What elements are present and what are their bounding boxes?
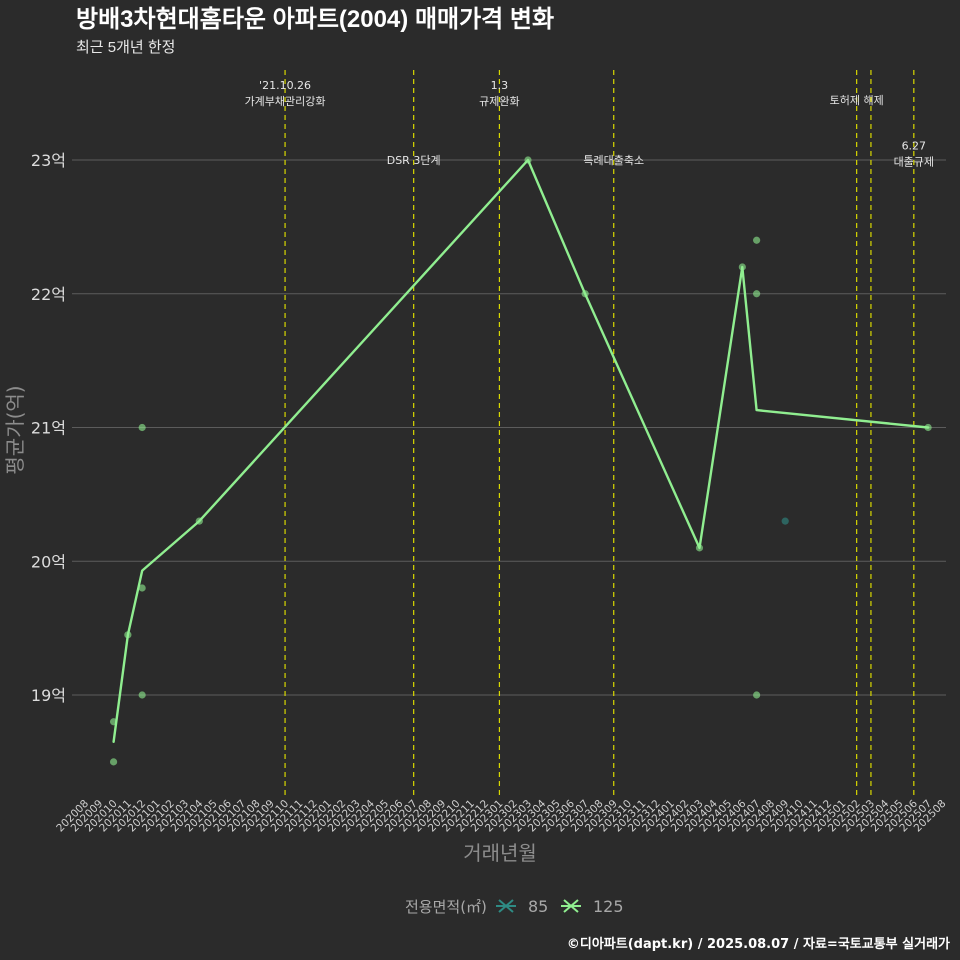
y-axis-title: 평균가(억) bbox=[3, 385, 27, 474]
series-line-125 bbox=[112, 158, 930, 743]
legend-label-125: 125 bbox=[593, 897, 624, 916]
legend-key-85 bbox=[498, 899, 514, 913]
event-label: 6.27 bbox=[902, 139, 927, 152]
data-point-125 bbox=[753, 236, 761, 244]
chart-caption: ©디아파트(dapt.kr) / 2025.08.07 / 자료=국토교통부 실… bbox=[567, 936, 950, 952]
legend-key-125 bbox=[563, 899, 579, 913]
data-point-125 bbox=[138, 423, 146, 432]
legend-title: 전용면적(㎡) bbox=[405, 898, 487, 916]
data-point-85 bbox=[781, 517, 789, 525]
event-label: 토허제 해제 bbox=[830, 93, 884, 107]
data-point-125 bbox=[109, 758, 118, 766]
data-point-125 bbox=[138, 691, 146, 699]
legend-layer: 85 125 bbox=[496, 897, 624, 916]
y-tick-label: 20억 bbox=[31, 552, 66, 571]
event-label: 규제완화 bbox=[479, 95, 519, 108]
series-layer bbox=[109, 156, 932, 766]
grid-layer bbox=[72, 159, 946, 696]
y-tick-label: 22억 bbox=[31, 285, 66, 304]
data-point-125 bbox=[138, 584, 146, 592]
event-label: '21.10.26 bbox=[259, 79, 311, 92]
event-label: 대출규제 bbox=[894, 155, 934, 168]
y-tick-label: 19억 bbox=[31, 686, 66, 705]
chart-title: 방배3차현대홈타운 아파트(2004) 매매가격 변화 bbox=[76, 5, 554, 33]
data-point-125 bbox=[753, 691, 761, 699]
y-tick-label: 23억 bbox=[31, 151, 66, 170]
y-tick-label: 21억 bbox=[31, 419, 66, 438]
chart-subtitle: 최근 5개년 한정 bbox=[76, 39, 175, 56]
data-point-125 bbox=[753, 290, 761, 298]
event-label: 1.3 bbox=[491, 79, 509, 92]
x-axis-title: 거래년월 bbox=[463, 841, 537, 865]
axis-layer: 19억20억21억22억23억2020082020092020102020112… bbox=[31, 151, 949, 834]
event-label: 특례대출축소 bbox=[583, 154, 644, 167]
event-label: DSR 3단계 bbox=[387, 154, 441, 167]
legend-label-85: 85 bbox=[528, 897, 548, 916]
event-label: 가계부채관리강화 bbox=[245, 95, 326, 108]
